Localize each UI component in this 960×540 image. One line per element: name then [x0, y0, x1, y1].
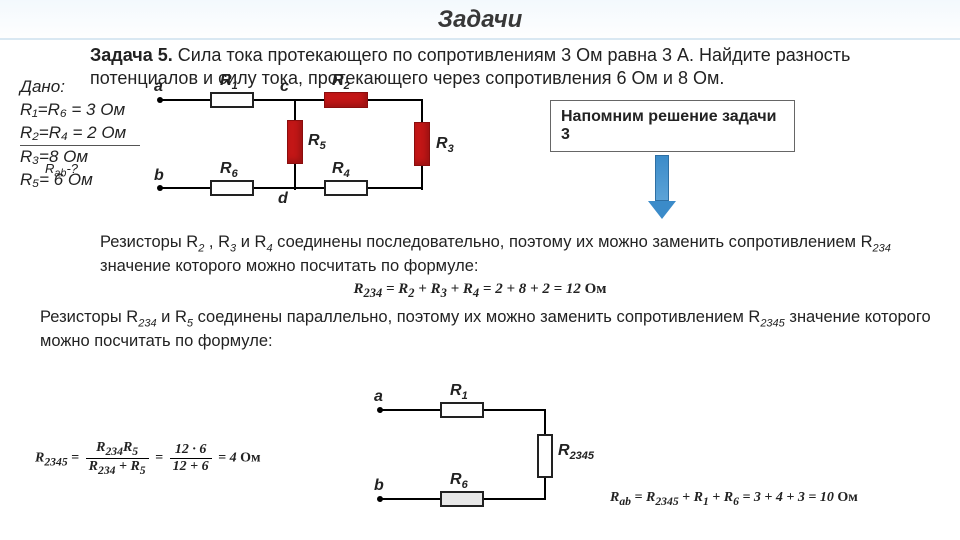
g-r1r6: R₁=R₆ = 3 Ом [20, 99, 140, 122]
wire [160, 187, 210, 189]
explain-1: Резисторы R2 , R3 и R4 соединены последо… [100, 232, 940, 277]
node-c: c [280, 78, 289, 96]
r3-label: R3 [436, 135, 454, 155]
solving-area: Резисторы R2 , R3 и R4 соединены последо… [20, 230, 940, 351]
wire [254, 187, 294, 189]
wire [160, 99, 210, 101]
wire [544, 478, 546, 500]
resistor2-r2345 [537, 434, 553, 478]
given-label: Дано: [20, 76, 140, 99]
wire [368, 99, 423, 101]
problem-text: Задача 5. Сила тока протекающего по сопр… [90, 44, 940, 89]
callout-box: Напомним решение задачи 3 [550, 100, 795, 152]
explain-2: Резисторы R234 и R5 соединены параллельн… [40, 307, 940, 352]
g-r5: R₅= 6 Ом [20, 169, 140, 192]
resistor-r5 [287, 120, 303, 164]
resistor2-r6 [440, 491, 484, 507]
wire [380, 409, 440, 411]
node-b: b [154, 167, 164, 185]
node-d: d [278, 190, 288, 208]
problem-number: Задача 5. [90, 45, 173, 65]
formula-r234: R234 = R2 + R3 + R4 = 2 + 8 + 2 = 12 Ом [20, 281, 940, 301]
g-find: Rab-? [45, 160, 78, 181]
header-title: Задачи [438, 6, 523, 33]
wire [380, 498, 440, 500]
node-b2: b [374, 477, 384, 495]
resistor-r2 [324, 92, 368, 108]
wire [484, 498, 546, 500]
g-r2r4: R₂=R₄ = 2 Ом [20, 122, 140, 146]
given-block: Дано: R₁=R₆ = 3 Ом R₂=R₄ = 2 Ом R₃=8 Ом … [20, 76, 140, 192]
node-b2-dot [377, 496, 383, 502]
r6-label: R6 [220, 160, 238, 180]
circuit-diagram-1: a R1 c R2 R3 R5 b R6 d R4 [150, 90, 460, 220]
r2-label: R2 [332, 72, 350, 92]
wire [544, 409, 546, 435]
content: Задача 5. Сила тока протекающего по сопр… [0, 40, 960, 89]
node-a2: a [374, 388, 383, 406]
r4-label: R4 [332, 160, 350, 180]
wire [294, 187, 324, 189]
page-header: Задачи [0, 0, 960, 40]
formula-r2345: R2345 = R234R5R234 + R5 = 12 · 612 + 6 =… [35, 440, 261, 477]
wire [368, 187, 423, 189]
arrow-down-icon [655, 155, 676, 219]
wire [484, 409, 546, 411]
resistor2-r1 [440, 402, 484, 418]
circuit-diagram-2: a R1 R2345 R6 b [370, 400, 630, 520]
resistor-r4 [324, 180, 368, 196]
r2345-label: R2345 [558, 442, 594, 462]
r5-label: R5 [308, 132, 326, 152]
wire [294, 99, 324, 101]
resistor-r1 [210, 92, 254, 108]
r6-label-2: R6 [450, 471, 468, 491]
resistor-r3 [414, 122, 430, 166]
node-a: a [154, 78, 163, 96]
problem-body: Сила тока протекающего по сопротивлениям… [90, 45, 850, 88]
resistor-r6 [210, 180, 254, 196]
r1-label: R1 [220, 72, 238, 92]
r1-label-2: R1 [450, 382, 468, 402]
callout-text: Напомним решение задачи 3 [561, 108, 776, 143]
wire [254, 99, 294, 101]
wire [294, 99, 296, 121]
formula-rab: Rab = R2345 + R1 + R6 = 3 + 4 + 3 = 10 О… [610, 490, 858, 508]
